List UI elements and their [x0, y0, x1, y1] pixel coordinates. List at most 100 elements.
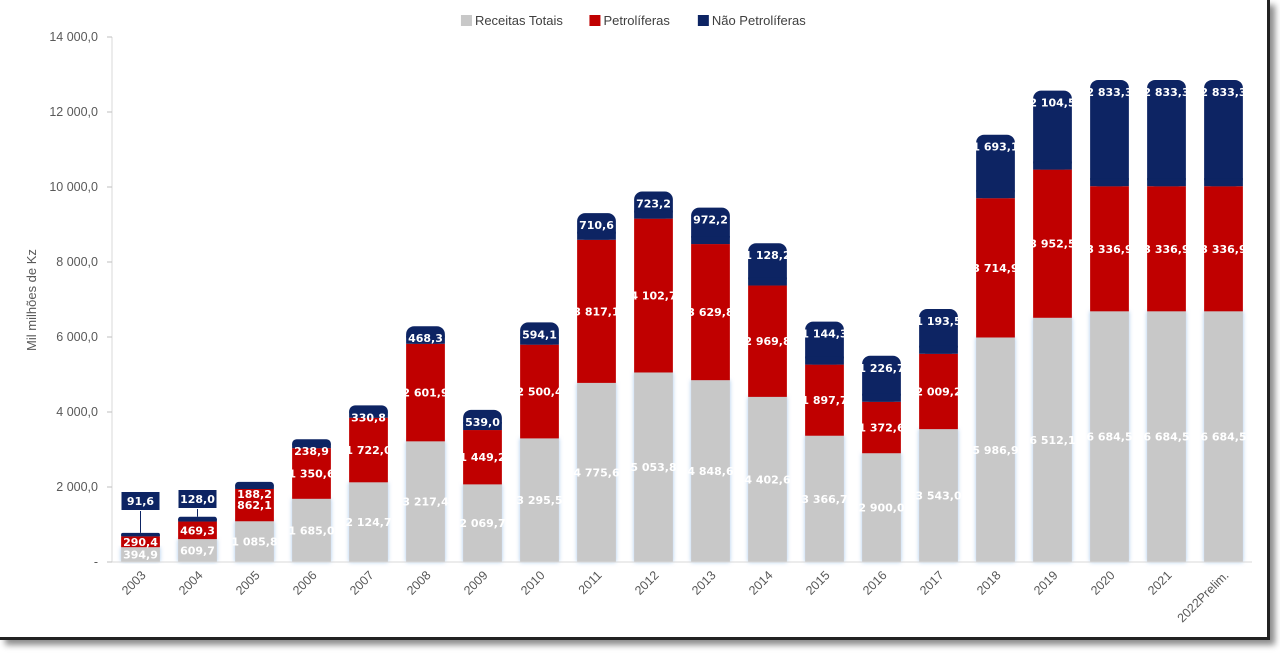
bar-segment-nao-petroliferas — [805, 321, 844, 365]
legend-swatch — [589, 15, 601, 26]
callout-box — [178, 490, 217, 508]
data-label: 1 350,6 — [288, 467, 335, 480]
data-label: 2 833,3 — [1200, 86, 1246, 99]
bar-segment-nao-petroliferas — [1033, 90, 1072, 170]
bar-segment-receitas-totais — [919, 429, 958, 562]
data-label: 1 226,7 — [858, 362, 904, 375]
bar-stack: 3 366,7 1 897,7 1 144,3 — [801, 321, 848, 562]
bar-segment-fill — [406, 335, 445, 344]
data-label: 3 952,5 — [1029, 238, 1075, 251]
legend-swatch — [460, 15, 472, 26]
data-label: 710,6 — [579, 219, 614, 232]
bar-segment-fill — [520, 336, 559, 345]
data-label: 128,0 — [180, 493, 215, 506]
bar-segment-petroliferas — [463, 430, 502, 485]
bar-segment-nao-petroliferas — [1090, 79, 1129, 187]
bar-segment-fill — [919, 345, 958, 354]
legend-swatch — [697, 15, 709, 26]
bar-segment-petroliferas — [1204, 186, 1243, 312]
bar-segment-petroliferas — [520, 344, 559, 439]
data-label: 1 897,7 — [801, 394, 847, 407]
data-label: 1 085,8 — [231, 536, 277, 549]
data-label: 468,3 — [408, 332, 443, 345]
bar-stack: 5 053,8 4 102,7 723,2 — [630, 191, 677, 562]
data-label: 469,3 — [180, 524, 215, 537]
bar-segment-fill — [292, 443, 331, 449]
bar-stack: 3 295,5 2 500,4 594,1 — [516, 322, 563, 562]
data-label: 1 685,0 — [288, 524, 335, 537]
data-label: 4 848,6 — [687, 465, 734, 478]
x-tick-label: 2005 — [233, 568, 263, 598]
bar-stack: 6 684,5 3 336,9 2 833,3 — [1086, 79, 1133, 562]
bar-stack: 4 402,6 2 969,8 1 128,2 — [744, 243, 791, 562]
bar-segment-receitas-totais — [349, 482, 388, 562]
x-tick-label: 2019 — [1031, 568, 1061, 598]
bar-segment-receitas-totais — [976, 337, 1015, 562]
bar-stack: 5 986,9 3 714,9 1 693,1 — [972, 134, 1019, 562]
data-label: 3 336,9 — [1086, 243, 1132, 256]
bar-segment-fill — [349, 411, 388, 418]
data-label: 1 193,5 — [915, 315, 961, 328]
bar-segment-nao-petroliferas — [862, 355, 901, 402]
legend-item: Não Petrolíferas — [697, 13, 806, 28]
bar-stack: 609,7 469,3 128,0 — [178, 490, 217, 562]
bar-segment-petroliferas — [919, 353, 958, 430]
data-label: 1 693,1 — [972, 141, 1018, 154]
bar-stack: 6 684,5 3 336,9 2 833,3 — [1200, 79, 1247, 562]
x-tick-label: 2014 — [746, 568, 776, 598]
bar-segment-petroliferas — [292, 448, 331, 499]
legend-label: Não Petrolíferas — [712, 13, 806, 28]
y-tick-label: 4 000,0 — [56, 405, 98, 419]
bar-segment-receitas-totais — [862, 453, 901, 562]
bar-segment-receitas-totais — [520, 438, 559, 562]
bar-segment-petroliferas — [235, 488, 274, 522]
data-label: 4 402,6 — [744, 473, 791, 486]
data-label: 594,1 — [522, 328, 557, 341]
x-tick-label: 2010 — [518, 568, 548, 598]
data-label: 1 722,0 — [345, 444, 392, 457]
x-tick-label: 2016 — [860, 568, 890, 598]
x-tick-label: 2020 — [1088, 568, 1118, 598]
bar-segment-fill — [121, 534, 160, 537]
y-tick-label: 8 000,0 — [56, 255, 98, 269]
data-label: 2 833,3 — [1143, 86, 1189, 99]
bar-segment-petroliferas — [634, 218, 673, 373]
data-label: 394,9 — [123, 549, 158, 562]
bar-segment-receitas-totais — [1033, 317, 1072, 562]
bar-segment-fill — [463, 422, 502, 431]
bar-segment-nao-petroliferas — [748, 243, 787, 286]
bar-segment-nao-petroliferas — [691, 207, 730, 245]
data-label: 1 128,2 — [744, 249, 790, 262]
bar-segment-fill — [1033, 161, 1072, 170]
bar-segment-fill — [1090, 178, 1129, 187]
bar-segment-petroliferas — [1090, 186, 1129, 312]
bar-segment-nao-petroliferas — [1204, 79, 1243, 187]
bar-segment-fill — [691, 236, 730, 245]
data-label: 609,7 — [180, 545, 215, 558]
bar-segment-receitas-totais — [292, 498, 331, 562]
x-tick-label: 2004 — [176, 568, 206, 598]
bar-segment-petroliferas — [1147, 186, 1186, 312]
bar-segment-petroliferas — [178, 521, 217, 540]
data-label: 6 684,5 — [1086, 431, 1132, 444]
x-tick-label: 2006 — [290, 568, 320, 598]
y-tick-label: 14 000,0 — [49, 30, 98, 44]
data-label: 3 336,9 — [1200, 243, 1246, 256]
bar-segment-petroliferas — [748, 285, 787, 397]
x-tick-label: 2021 — [1145, 568, 1175, 598]
data-label: 6 684,5 — [1200, 431, 1246, 444]
x-tick-label: 2011 — [576, 568, 605, 597]
data-label: 2 833,3 — [1086, 86, 1132, 99]
bar-segment-receitas-totais — [121, 547, 160, 562]
bar-segment-nao-petroliferas — [1147, 79, 1186, 187]
bar-stack: 2 124,7 1 722,0 330,8 — [345, 405, 392, 562]
data-label: 3 629,8 — [687, 306, 733, 319]
bar-stack: 1 685,0 1 350,6 238,9 — [288, 439, 335, 562]
x-tick-label: 2007 — [347, 568, 377, 598]
x-tick-label: 2003 — [119, 568, 149, 598]
bar-segment-petroliferas — [349, 417, 388, 483]
bar-stack: 3 217,4 2 601,9 468,3 — [402, 326, 449, 562]
y-tick-label: - — [94, 555, 98, 569]
data-label: 972,2 — [693, 214, 728, 227]
data-label: 539,0 — [465, 416, 500, 429]
